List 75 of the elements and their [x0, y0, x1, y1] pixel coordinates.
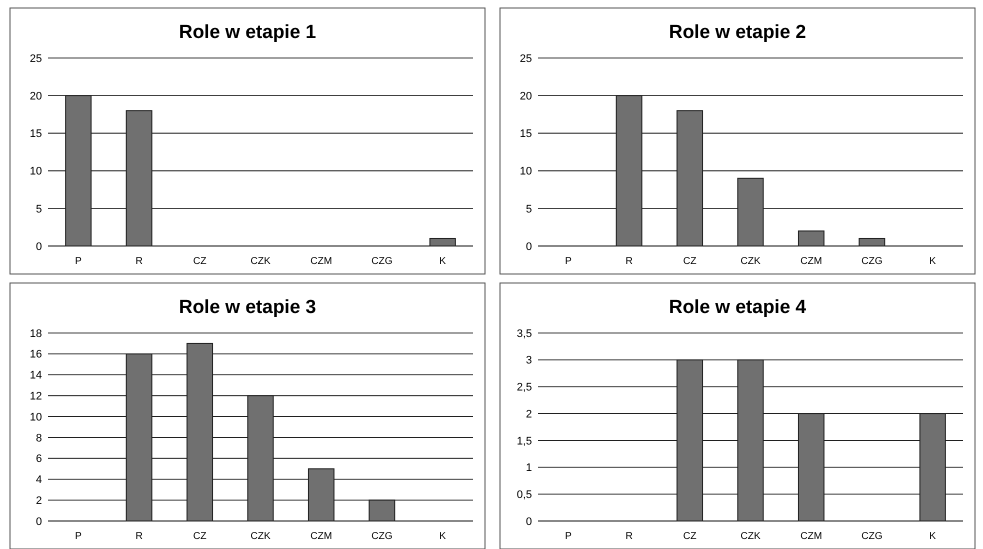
y-tick-label: 1 [526, 462, 532, 474]
x-tick-label: CZM [800, 256, 822, 267]
x-tick-label: CZK [250, 256, 271, 267]
y-tick-label: 15 [30, 128, 42, 140]
y-tick-label: 0 [36, 516, 42, 528]
x-tick-label: CZK [250, 531, 271, 542]
x-tick-label: CZM [310, 256, 332, 267]
y-tick-label: 0 [36, 240, 42, 253]
x-tick-label: CZG [861, 531, 883, 542]
x-tick-label: CZG [371, 256, 393, 267]
y-tick-label: 12 [30, 390, 42, 403]
x-tick-label: K [929, 531, 936, 542]
y-tick-label: 10 [30, 411, 42, 424]
y-tick-label: 15 [520, 128, 532, 140]
bar [368, 500, 396, 522]
chart-title: Role w etapie 2 [668, 22, 806, 43]
y-tick-label: 20 [30, 90, 42, 102]
y-tick-label: 18 [30, 328, 42, 340]
x-tick-label: CZ [683, 256, 696, 267]
x-tick-label: K [929, 256, 936, 267]
y-tick-label: 25 [520, 52, 532, 65]
x-tick-label: CZ [193, 531, 206, 542]
x-tick-label: K [439, 531, 446, 542]
y-tick-label: 5 [36, 203, 42, 216]
x-tick-label: CZG [861, 256, 883, 267]
x-tick-label: K [439, 256, 446, 267]
y-tick-label: 20 [520, 90, 532, 102]
x-tick-label: P [565, 256, 572, 267]
y-tick-label: 6 [36, 453, 42, 466]
y-tick-label: 16 [30, 348, 42, 361]
x-tick-label: CZ [193, 256, 206, 267]
x-tick-label: P [565, 531, 572, 542]
x-tick-label: CZM [310, 531, 332, 542]
bar [247, 395, 274, 522]
x-tick-label: R [625, 256, 633, 267]
y-tick-label: 2,5 [516, 382, 532, 394]
bar [429, 238, 456, 246]
bar [126, 110, 152, 246]
bar [616, 95, 642, 246]
chart-title: Role w etapie 3 [178, 297, 316, 318]
bar [308, 468, 334, 522]
y-tick-label: 3 [526, 354, 532, 367]
y-tick-label: 25 [30, 52, 42, 65]
y-tick-label: 2 [526, 408, 532, 420]
y-tick-label: 14 [30, 370, 42, 382]
x-tick-label: R [625, 531, 633, 542]
x-tick-label: P [75, 256, 82, 267]
chart-title: Role w etapie 4 [668, 297, 807, 318]
bar [676, 110, 704, 246]
bar [186, 342, 214, 522]
y-tick-label: 10 [520, 166, 532, 178]
x-tick-label: R [135, 531, 143, 542]
x-tick-label: CZ [683, 531, 696, 542]
x-tick-label: CZG [371, 531, 393, 542]
bar [858, 238, 886, 246]
x-tick-label: CZK [740, 256, 761, 267]
y-tick-label: 0,5 [516, 488, 532, 501]
bar [798, 230, 824, 246]
y-tick-label: 5 [526, 203, 532, 216]
y-tick-label: 4 [36, 474, 42, 486]
x-tick-label: CZK [740, 531, 761, 542]
x-tick-label: P [75, 531, 82, 542]
y-tick-label: 1,5 [516, 435, 532, 448]
y-tick-label: 8 [36, 432, 42, 444]
y-tick-label: 10 [30, 166, 42, 178]
x-tick-label: CZM [800, 531, 822, 542]
bar [65, 95, 92, 246]
y-tick-label: 0 [526, 516, 532, 528]
y-tick-label: 0 [526, 240, 532, 253]
bar [126, 353, 152, 522]
y-tick-label: 3,5 [516, 328, 532, 340]
y-tick-label: 2 [36, 494, 42, 507]
chart-title: Role w etapie 1 [178, 22, 317, 43]
bar [737, 178, 764, 246]
x-tick-label: R [135, 256, 143, 267]
